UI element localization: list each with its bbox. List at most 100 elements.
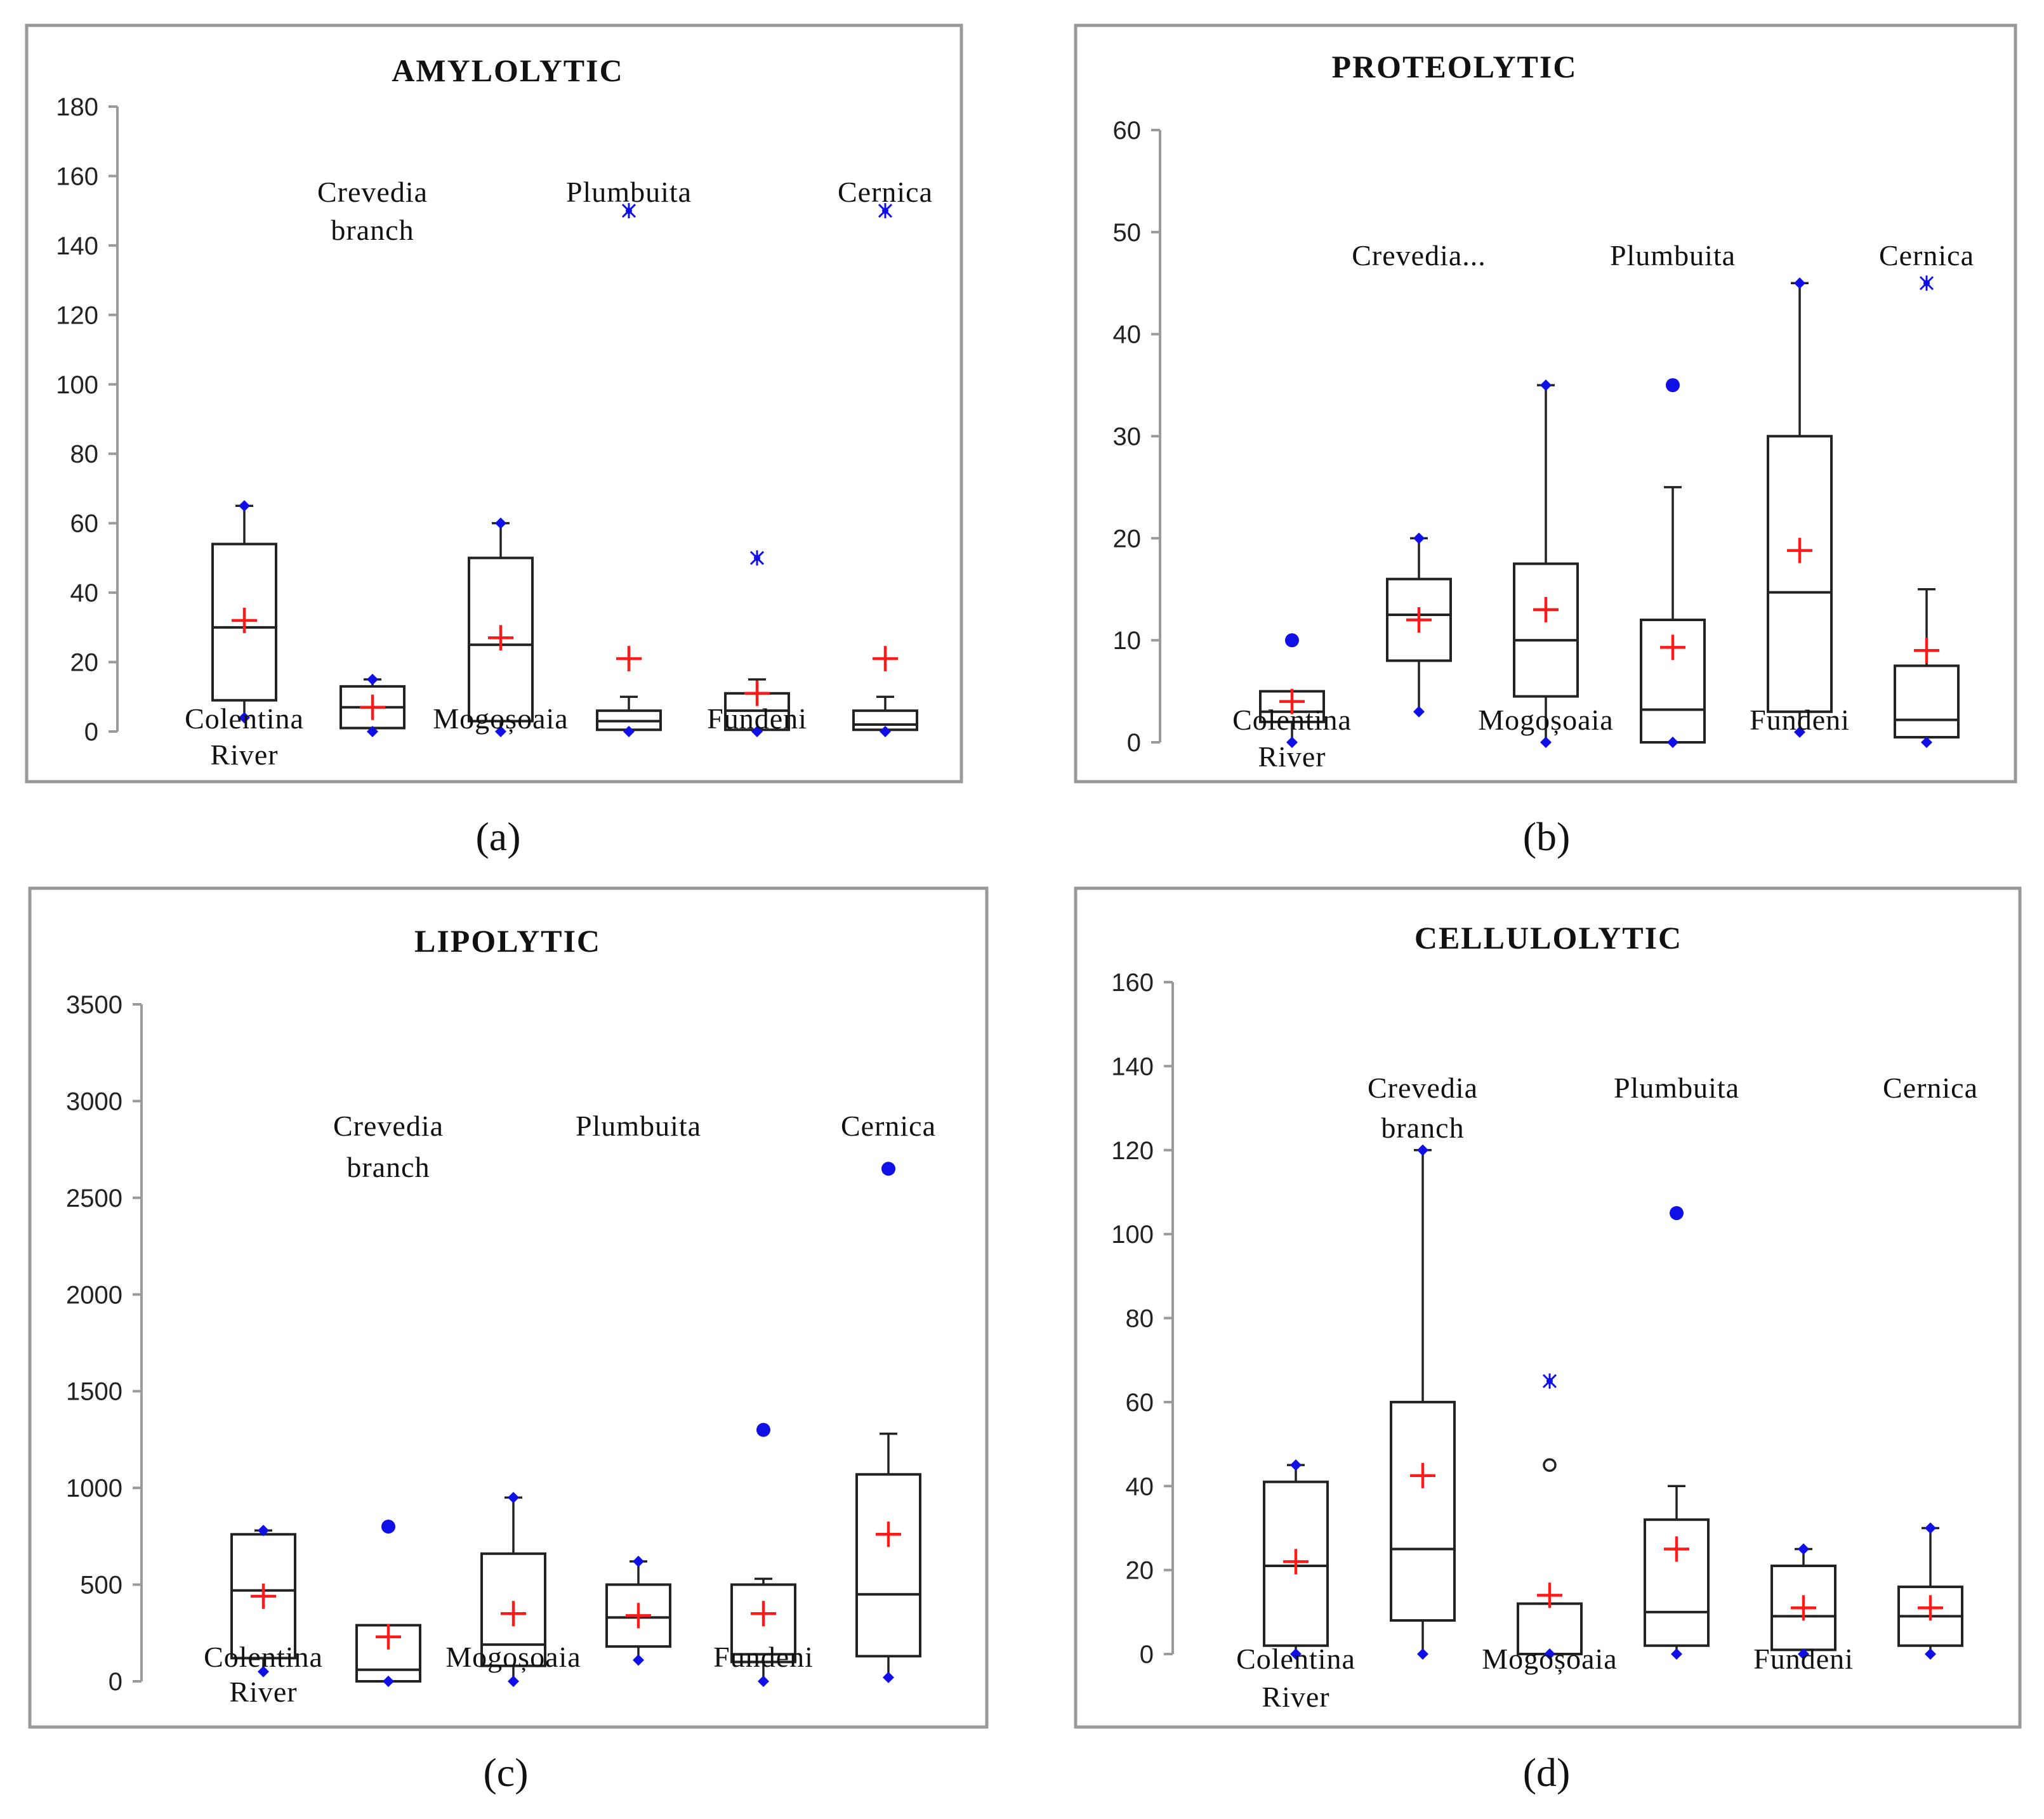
box-fundeni — [1767, 277, 1833, 738]
max-point — [1925, 1522, 1936, 1534]
y-tick-label: 120 — [56, 301, 98, 329]
box-cernica — [852, 203, 918, 737]
category-label: Crevedia... — [1352, 239, 1486, 272]
chart-frame — [28, 886, 989, 1729]
category-label: Crevedia — [317, 176, 428, 208]
box-plumbuita — [1644, 1206, 1710, 1660]
box-colentina-river — [1259, 633, 1325, 748]
mean-marker — [751, 1601, 776, 1627]
outlier-point — [381, 1520, 395, 1534]
y-tick-label: 80 — [70, 440, 99, 468]
min-point — [880, 726, 891, 737]
category-label: Crevedia — [1368, 1072, 1478, 1104]
category-label: Cernica — [1883, 1072, 1978, 1104]
box-iqr — [480, 1552, 546, 1667]
box-iqr — [468, 556, 534, 723]
box-crevedia-branch — [355, 1520, 421, 1687]
category-label: Colentina — [204, 1641, 323, 1673]
mean-marker — [744, 680, 770, 706]
box-mogo-oaia — [468, 517, 534, 737]
min-point — [239, 712, 250, 724]
y-tick-label: 2000 — [66, 1281, 122, 1309]
max-point — [508, 1492, 519, 1504]
mean-marker — [488, 625, 513, 651]
y-tick-label: 0 — [84, 718, 98, 746]
category-label: branch — [346, 1151, 430, 1183]
max-point — [239, 500, 250, 512]
min-point — [1544, 1648, 1555, 1660]
min-point — [1921, 737, 1932, 748]
box-mogo-oaia — [1517, 1373, 1583, 1660]
min-point — [1925, 1648, 1936, 1660]
category-label: Mogoșoaia — [433, 702, 568, 735]
box-colentina-river — [1263, 1459, 1329, 1660]
category-label: River — [229, 1676, 297, 1708]
category-label: Fundeni — [713, 1641, 814, 1673]
extreme-point-center — [626, 207, 632, 214]
max-point — [1540, 379, 1552, 391]
extreme-point-center — [754, 555, 760, 561]
y-tick-label: 100 — [1111, 1221, 1154, 1249]
mean-marker — [360, 694, 385, 720]
panel-amylolytic: AMYLOLYTIC 0 20 40 60 80 100 120 140 160 180 Colent… — [25, 23, 963, 859]
y-tick-label: 100 — [56, 371, 98, 399]
box-iqr — [1767, 435, 1833, 713]
extreme-point-center — [1923, 280, 1930, 287]
y-tick-label: 80 — [1126, 1305, 1154, 1333]
box-crevedia- — [1386, 532, 1452, 718]
max-point — [367, 673, 378, 685]
panel-letter: (b) — [1523, 814, 1571, 859]
box-iqr — [211, 542, 277, 702]
min-point — [258, 1665, 269, 1678]
mean-marker — [1791, 1595, 1816, 1621]
panel-letter: (d) — [1523, 1750, 1571, 1795]
y-tick-label: 20 — [1126, 1557, 1154, 1585]
panel-cellulolytic: CELLULOLYTIC 0 20 40 60 80 100 120 140 160 Colenti… — [1074, 886, 2022, 1795]
category-label: Cernica — [1879, 239, 1974, 272]
mean-marker — [1406, 607, 1432, 633]
category-label: Mogoșoaia — [1482, 1643, 1617, 1675]
box-iqr — [605, 1583, 671, 1648]
box-plumbuita — [596, 203, 662, 737]
box-iqr — [1263, 1480, 1329, 1647]
y-tick-label: 0 — [109, 1668, 122, 1696]
y-tick-label: 30 — [1113, 423, 1142, 451]
box-plumbuita — [605, 1555, 671, 1666]
mean-marker — [1279, 688, 1305, 714]
box-iqr — [730, 1583, 796, 1664]
chart-title: AMYLOLYTIC — [392, 53, 623, 88]
panel-letter: (c) — [483, 1750, 528, 1795]
y-tick-label: 40 — [70, 579, 99, 607]
mean-marker — [873, 646, 898, 672]
category-label: Colentina — [185, 702, 304, 735]
category-label: branch — [331, 214, 414, 246]
category-label: Plumbuita — [1610, 239, 1736, 272]
box-cernica — [1897, 1522, 1963, 1660]
min-point — [495, 726, 506, 737]
box-cernica — [1894, 275, 1960, 748]
max-point — [633, 1555, 644, 1567]
box-colentina-river — [230, 1525, 296, 1678]
min-point — [1794, 726, 1805, 738]
outlier-open-point — [1543, 1458, 1557, 1472]
y-tick-label: 140 — [56, 232, 98, 260]
min-point — [883, 1671, 894, 1683]
chart-title: CELLULOLYTIC — [1414, 920, 1682, 955]
category-label: Cernica — [838, 176, 933, 208]
min-point — [1671, 1648, 1682, 1660]
min-point — [1540, 737, 1552, 748]
box-fundeni — [730, 1422, 796, 1687]
mean-marker — [1410, 1462, 1435, 1488]
min-point — [383, 1676, 394, 1687]
mean-marker — [1787, 537, 1812, 563]
y-tick-label: 1500 — [66, 1378, 122, 1406]
mean-marker — [232, 607, 257, 633]
min-point — [758, 1676, 769, 1687]
box-colentina-river — [211, 500, 277, 724]
panel-lipolytic: LIPOLYTIC 0 500 1000 1500 2000 2500 3000 3500 Col… — [28, 886, 989, 1795]
category-label: River — [1258, 740, 1326, 773]
extreme-point-center — [1546, 1377, 1553, 1384]
box-fundeni — [724, 550, 790, 737]
mean-marker — [626, 1603, 651, 1629]
